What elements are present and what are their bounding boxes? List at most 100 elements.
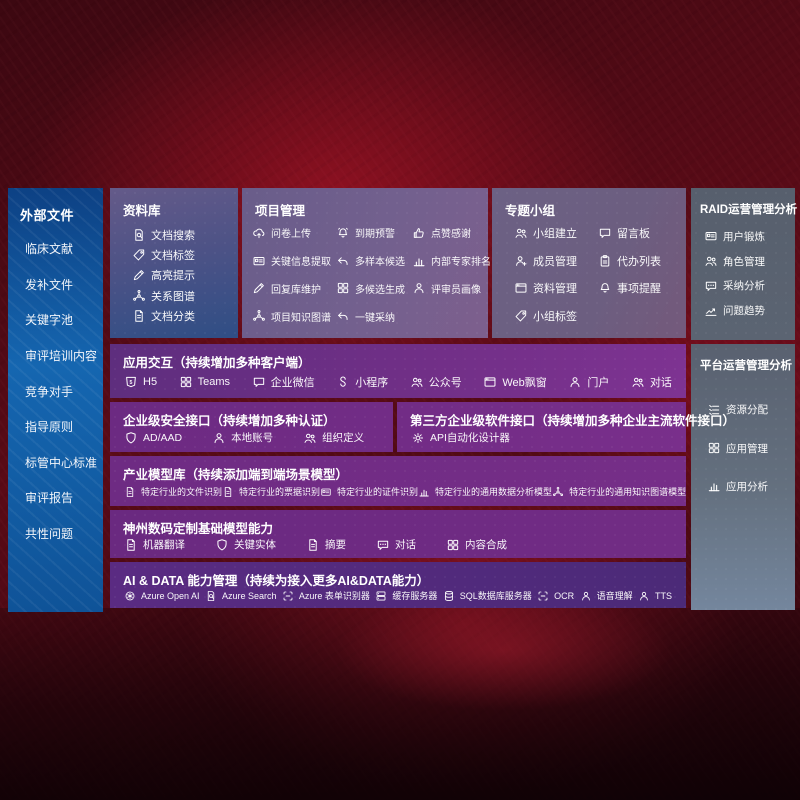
feature-item: 企业微信 — [252, 374, 315, 390]
doc-icon — [124, 538, 138, 552]
thirdparty-list: API自动化设计器 — [397, 429, 686, 452]
feature-item: 点赞感谢 — [412, 225, 491, 240]
feature-item: 资料管理 — [514, 280, 598, 296]
feature-item: Teams — [179, 375, 230, 389]
window-icon — [483, 375, 497, 389]
feature-label: 关键信息提取 — [271, 257, 331, 269]
grid-icon — [179, 375, 193, 389]
app-interaction-row: 应用交互（持续增加多种客户端） H5 Teams 企业微信 小程序 公众号 We… — [110, 344, 686, 398]
feature-label: 留言板 — [617, 227, 650, 240]
feature-item: 临床文献 — [25, 240, 103, 257]
feature-label: 特定行业的票据识别 — [239, 487, 321, 497]
window-icon — [514, 281, 528, 295]
feature-label: 对话 — [395, 539, 416, 551]
interaction-list: H5 Teams 企业微信 小程序 公众号 Web飘窗 门户 对话 — [110, 371, 686, 398]
chart-icon — [412, 254, 426, 268]
feature-item: 角色管理 — [704, 254, 791, 269]
feature-item: 关键实体 — [215, 537, 276, 552]
feature-label: 小程序 — [355, 376, 389, 389]
platform-list: 资源分配 应用管理 应用分析 — [691, 373, 795, 517]
feature-item: 对话 — [631, 374, 672, 390]
gear-icon — [411, 431, 425, 445]
card-icon — [320, 486, 332, 498]
row-title: AI & DATA 能力管理（持续为接入更多AI&DATA能力） — [123, 574, 430, 588]
feature-label: 文档标签 — [151, 250, 195, 263]
chat-dots-icon — [704, 279, 718, 293]
feature-item: Azure 表单识别器 — [282, 589, 370, 602]
pencil-icon — [252, 281, 266, 295]
bell-icon — [598, 281, 612, 295]
digital-list: 机器翻译 关键实体 摘要 对话 内容合成 — [110, 537, 686, 558]
feature-item: 资源分配 — [707, 402, 791, 417]
feature-label: 多候选生成 — [355, 284, 405, 296]
feature-label: 文档分类 — [151, 310, 195, 323]
feature-label: 内容合成 — [465, 539, 507, 551]
background-shade — [0, 608, 800, 800]
feature-label: 缓存服务器 — [392, 591, 438, 601]
feature-item: 关键信息提取 — [252, 253, 336, 268]
feature-label: 公众号 — [428, 376, 462, 389]
trend-icon — [704, 304, 718, 318]
chat-dots-icon — [376, 538, 390, 552]
feature-item: 审评培训内容 — [25, 347, 103, 364]
feature-item: API自动化设计器 — [411, 430, 510, 445]
feature-item: 小程序 — [336, 374, 388, 390]
feature-label: 文档搜索 — [151, 230, 195, 243]
feature-item: 语音理解 — [580, 589, 633, 602]
feature-item: TTS — [638, 590, 672, 602]
doc-search-icon — [205, 590, 217, 602]
panel-title: 专题小组 — [505, 204, 556, 218]
feature-label: AD/AAD — [143, 431, 183, 444]
feature-item: 代办列表 — [598, 253, 682, 269]
feature-item: 成员管理 — [514, 253, 598, 269]
feature-label: 点赞感谢 — [431, 229, 471, 241]
feature-item: 留言板 — [598, 225, 682, 241]
chart-icon — [707, 479, 721, 493]
feature-label: SQL数据库服务器 — [459, 591, 532, 601]
db-icon — [443, 590, 455, 602]
alarm-icon — [336, 226, 350, 240]
feature-label: 共性问题 — [25, 527, 74, 541]
feature-item: H5 — [124, 375, 157, 389]
feature-item: 关键字池 — [25, 311, 103, 328]
reply-icon — [336, 309, 350, 323]
chart-icon — [418, 486, 430, 498]
person-plus-icon — [514, 254, 528, 268]
feature-label: 内部专家排名 — [431, 257, 491, 269]
feature-item: 采纳分析 — [704, 278, 791, 293]
feature-item: SQL数据库服务器 — [443, 589, 532, 602]
aidata-list: Azure Open AI Azure Search Azure 表单识别器 缓… — [110, 589, 686, 608]
feature-item: 发补文件 — [25, 276, 103, 293]
person-icon — [212, 431, 226, 445]
feature-label: 到期预警 — [355, 229, 395, 241]
feature-label: 特定行业的通用数据分析模型 — [435, 487, 553, 497]
chat-icon — [252, 375, 266, 389]
feature-label: 资源分配 — [726, 404, 768, 417]
library-panel: 资料库 文档搜索 文档标签 高亮提示 关系图谱 文档分类 — [110, 188, 238, 338]
feature-item: 评审员画像 — [412, 281, 491, 296]
tag-icon — [132, 248, 146, 262]
row-title: 企业级安全接口（持续增加多种认证） — [123, 414, 336, 428]
feature-item: 到期预警 — [336, 225, 412, 240]
feature-item: 标管中心标准 — [25, 454, 103, 471]
feature-item: 特定行业的文件识别 — [124, 485, 222, 498]
people-icon — [514, 226, 528, 240]
row-title: 应用交互（持续增加多种客户端） — [123, 356, 311, 370]
feature-item: 小组建立 — [514, 225, 598, 241]
feature-label: 小组标签 — [533, 311, 577, 324]
feature-item: 问题趋势 — [704, 303, 791, 318]
feature-item: 多候选生成 — [336, 281, 412, 296]
feature-label: 项目知识图谱 — [271, 312, 331, 324]
project-management-panel: 项目管理 问卷上传 到期预警 点赞感谢 关键信息提取 多样本候选 内部专家排名 … — [242, 188, 491, 338]
feature-item: Azure Open AI — [124, 590, 200, 602]
feature-item: 文档标签 — [132, 247, 234, 263]
people-icon — [410, 375, 424, 389]
feature-label: 对话 — [649, 376, 672, 389]
feature-label: 关键字池 — [25, 313, 74, 328]
grid-icon — [446, 538, 460, 552]
feature-item: 特定行业的通用数据分析模型 — [418, 485, 552, 498]
feature-item: 多样本候选 — [336, 253, 412, 268]
feature-label: 关键实体 — [234, 539, 276, 551]
pencil-icon — [132, 268, 146, 282]
